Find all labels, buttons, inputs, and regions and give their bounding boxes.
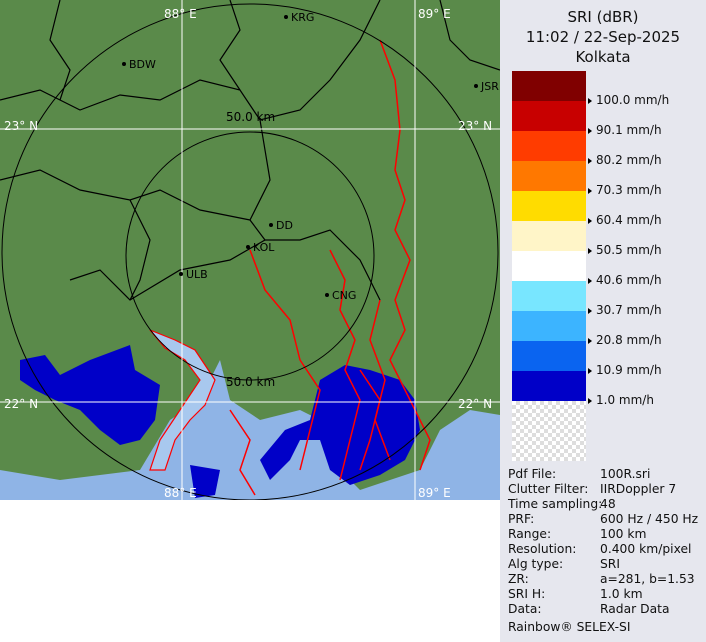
legend-label: 100.0 mm/h: [588, 93, 669, 107]
info-key: ZR:: [508, 572, 529, 586]
info-key: Time sampling:: [508, 497, 603, 511]
legend-swatch: [512, 191, 586, 221]
city-label: BDW: [129, 58, 156, 71]
info-key: Alg type:: [508, 557, 564, 571]
range-label-inner-bottom: 50.0 km: [226, 375, 275, 389]
legend-label: 60.4 mm/h: [588, 213, 662, 227]
info-key: Range:: [508, 527, 552, 541]
info-row: Time sampling: 48: [508, 497, 616, 511]
city-marker: [246, 245, 250, 249]
lat-label-23n: 23° N: [4, 119, 38, 133]
legend-label: 80.2 mm/h: [588, 153, 662, 167]
legend-swatch: [512, 251, 586, 281]
district-borders: [0, 0, 500, 301]
info-key: Data:: [508, 602, 542, 616]
info-value: a=281, b=1.53: [600, 572, 695, 586]
estuary: [149, 329, 216, 471]
info-key: Pdf File:: [508, 467, 557, 481]
city-marker: [474, 84, 478, 88]
info-key: Clutter Filter:: [508, 482, 589, 496]
info-value: 600 Hz / 450 Hz: [600, 512, 699, 526]
rain-echoes: [20, 345, 420, 498]
legend-label: 1.0 mm/h: [588, 393, 654, 407]
radar-map: 23° N 23° N 22° N 22° N 88° E 89° E 88° …: [0, 0, 500, 500]
city-marker: [284, 15, 288, 19]
product-datetime: 11:02 / 22-Sep-2025: [525, 28, 681, 46]
info-row: Data: Radar Data: [508, 602, 669, 616]
range-rings: [1, 3, 499, 500]
legend-label: 20.8 mm/h: [588, 333, 662, 347]
info-value: 1.0 km: [600, 587, 643, 601]
info-value: SRI: [600, 557, 620, 571]
range-label-inner-top: 50.0 km: [226, 110, 275, 124]
lon-label-89e-bottom: 89° E: [418, 486, 451, 500]
legend-label: 90.1 mm/h: [588, 123, 662, 137]
info-value: 48: [600, 497, 616, 511]
info-row: Pdf File: 100R.sri: [508, 467, 650, 481]
city-marker: [122, 62, 126, 66]
info-row: ZR: a=281, b=1.53: [508, 572, 695, 586]
info-key: Resolution:: [508, 542, 577, 556]
legend-swatch: [512, 131, 586, 161]
lat-label-22n: 22° N: [4, 397, 38, 411]
city-label: CNG: [332, 289, 356, 302]
legend-swatch: [512, 71, 586, 101]
legend-swatch: [512, 311, 586, 341]
city-marker: [325, 293, 329, 297]
info-value: 100R.sri: [600, 467, 651, 481]
legend-swatch: [512, 281, 586, 311]
info-row: SRI H: 1.0 km: [508, 587, 643, 601]
city-label: KOL: [253, 241, 275, 254]
info-value: 0.400 km/pixel: [600, 542, 692, 556]
city-label: KRG: [291, 11, 314, 24]
lat-lon-grid: [0, 0, 500, 500]
legend-swatch: [512, 221, 586, 251]
no-data-swatch: [512, 401, 586, 461]
city-marker: [269, 223, 273, 227]
legend-label: 40.6 mm/h: [588, 273, 662, 287]
info-key: PRF:: [508, 512, 535, 526]
info-row: PRF: 600 Hz / 450 Hz: [508, 512, 698, 526]
lon-label-89e-top: 89° E: [418, 7, 451, 21]
legend-swatch: [512, 161, 586, 191]
legend-panel: SRI (dBR) 11:02 / 22-Sep-2025 Kolkata 10…: [500, 0, 706, 642]
legend-swatch: [512, 371, 586, 401]
city-label: DD: [276, 219, 293, 232]
info-value: IIRDoppler 7: [600, 482, 677, 496]
legend-label: 50.5 mm/h: [588, 243, 662, 257]
lon-label-88e-top: 88° E: [164, 7, 197, 21]
info-key: SRI H:: [508, 587, 546, 601]
info-value: Radar Data: [600, 602, 670, 616]
city-label: ULB: [186, 268, 208, 281]
sea: [0, 360, 500, 500]
lat-label-22n-right: 22° N: [458, 397, 492, 411]
legend-swatch: [512, 341, 586, 371]
footer-credit: Rainbow® SELEX-SI: [508, 620, 631, 634]
product-title: SRI (dBR): [567, 8, 639, 26]
legend-swatch: [512, 101, 586, 131]
city-marker: [179, 272, 183, 276]
legend-label: 10.9 mm/h: [588, 363, 662, 377]
radar-site: Kolkata: [575, 48, 631, 66]
info-row: Resolution: 0.400 km/pixel: [508, 542, 691, 556]
legend-label: 30.7 mm/h: [588, 303, 662, 317]
legend-label: 70.3 mm/h: [588, 183, 662, 197]
city-label: JSR: [480, 80, 499, 93]
info-row: Alg type: SRI: [508, 557, 620, 571]
info-row: Clutter Filter: IIRDoppler 7: [508, 482, 676, 496]
info-value: 100 km: [600, 527, 647, 541]
info-row: Range: 100 km: [508, 527, 646, 541]
rivers: [229, 39, 431, 496]
lon-label-88e-bottom: 88° E: [164, 486, 197, 500]
lat-label-23n-right: 23° N: [458, 119, 492, 133]
